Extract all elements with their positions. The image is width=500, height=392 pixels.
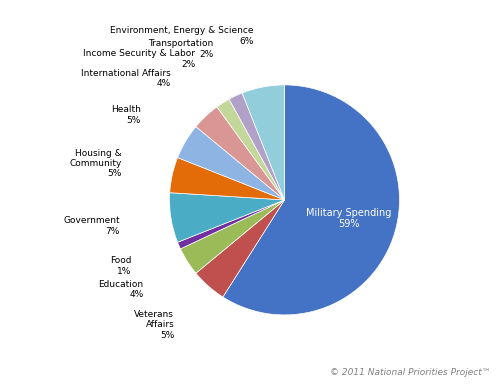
Wedge shape <box>196 200 284 297</box>
Wedge shape <box>178 127 284 200</box>
Text: Veterans
Affairs
5%: Veterans Affairs 5% <box>134 310 174 340</box>
Text: Military Spending
59%: Military Spending 59% <box>306 208 391 229</box>
Text: Income Security & Labor
2%: Income Security & Labor 2% <box>83 49 195 69</box>
Wedge shape <box>217 99 284 200</box>
Wedge shape <box>178 200 284 249</box>
Text: Housing &
Community
5%: Housing & Community 5% <box>70 149 122 178</box>
Text: Education
4%: Education 4% <box>98 279 144 299</box>
Wedge shape <box>223 85 400 315</box>
Text: Health
5%: Health 5% <box>111 105 141 125</box>
Text: Environment, Energy & Science
6%: Environment, Energy & Science 6% <box>110 26 254 46</box>
Wedge shape <box>180 200 284 273</box>
Text: International Affairs
4%: International Affairs 4% <box>80 69 170 88</box>
Wedge shape <box>170 193 284 242</box>
Text: Government
7%: Government 7% <box>63 216 120 236</box>
Wedge shape <box>196 107 284 200</box>
Text: Transportation
2%: Transportation 2% <box>148 39 214 59</box>
Wedge shape <box>170 158 284 200</box>
Wedge shape <box>229 93 284 200</box>
Text: © 2011 National Priorities Project™: © 2011 National Priorities Project™ <box>330 368 490 377</box>
Wedge shape <box>242 85 284 200</box>
Text: Food
1%: Food 1% <box>110 256 132 276</box>
